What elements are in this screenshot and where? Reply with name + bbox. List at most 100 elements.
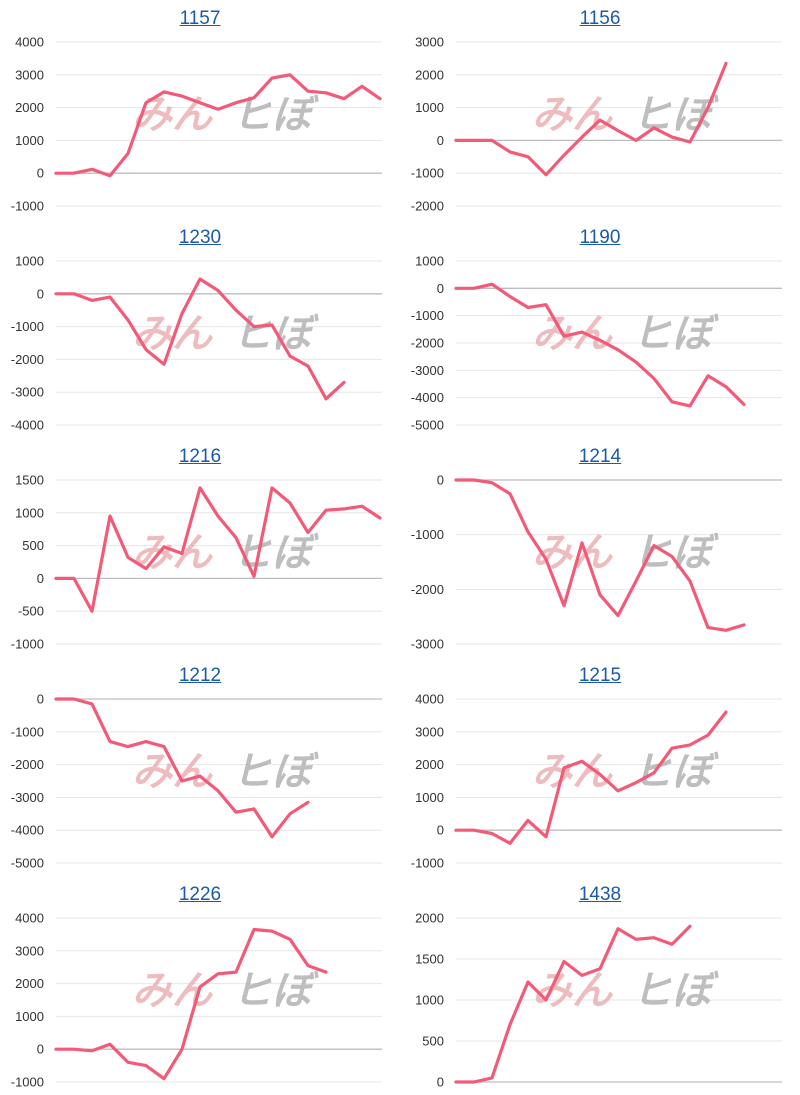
series-line: [454, 924, 692, 1084]
watermark-logo: みん ヒぼ: [132, 749, 319, 795]
series-line: [54, 486, 382, 613]
chart-panel-1216: 1216 -1000 -500 0 500 1000 1500 みん ヒぼ: [0, 438, 400, 657]
y-tick-label: 2000: [15, 976, 44, 991]
chart-panel-1156: 1156 -2000 -1000 0 1000 2000 3000 みん ヒぼ: [400, 0, 800, 219]
y-tick-label: 0: [37, 1042, 44, 1057]
svg-text:ヒぼ: ヒぼ: [632, 749, 719, 795]
chart-panel-1212: 1212 -5000 -4000 -3000 -2000 -1000 0 みん ヒぼ: [0, 657, 400, 876]
y-tick-label: -2000: [411, 199, 444, 214]
y-tick-label: 1000: [415, 993, 444, 1008]
series-line: [54, 697, 310, 839]
y-tick-label: 4000: [15, 35, 44, 50]
chart-panel-1438: 1438 0 500 1000 1500 2000 みん ヒぼ: [400, 876, 800, 1095]
y-tick-label: 2000: [15, 100, 44, 115]
chart-title-link[interactable]: 1215: [578, 665, 622, 686]
line-chart: -5000 -4000 -3000 -2000 -1000 0 1000 みん ヒぼ: [411, 254, 782, 433]
y-tick-label: 500: [22, 538, 44, 553]
y-tick-label: -1000: [11, 319, 44, 334]
y-tick-label: 1000: [15, 1009, 44, 1024]
chart-panel-1157: 1157 -1000 0 1000 2000 3000 4000 みん ヒぼ: [0, 0, 400, 219]
y-tick-label: -1000: [411, 856, 444, 871]
y-tick-label: 0: [437, 281, 444, 296]
y-tick-label: 0: [437, 133, 444, 148]
series-line: [454, 61, 728, 177]
line-chart: -4000 -3000 -2000 -1000 0 1000 みん ヒぼ: [11, 254, 382, 433]
y-tick-label: 1000: [415, 254, 444, 269]
svg-text:ヒぼ: ヒぼ: [232, 749, 319, 795]
y-tick-label: -1000: [11, 199, 44, 214]
chart-title-link[interactable]: 1216: [178, 446, 222, 467]
y-tick-label: -4000: [411, 390, 444, 405]
y-tick-label: -1000: [11, 1075, 44, 1090]
y-tick-label: 3000: [415, 35, 444, 50]
chart-title-link[interactable]: 1214: [578, 446, 622, 467]
chart-panel-1230: 1230 -4000 -3000 -2000 -1000 0 1000 みん ヒぼ: [0, 219, 400, 438]
chart-panel-1190: 1190 -5000 -4000 -3000 -2000 -1000 0 1000 みん ヒぼ: [400, 219, 800, 438]
y-tick-label: 2000: [415, 67, 444, 82]
y-tick-label: 0: [437, 1075, 444, 1090]
svg-text:ヒぼ: ヒぼ: [632, 968, 719, 1014]
svg-text:ヒぼ: ヒぼ: [632, 311, 719, 357]
y-tick-label: -1000: [11, 637, 44, 652]
y-tick-label: -3000: [411, 637, 444, 652]
watermark-logo: みん ヒぼ: [532, 311, 719, 357]
chart-panel-1214: 1214 -3000 -2000 -1000 0 みん ヒぼ: [400, 438, 800, 657]
y-tick-label: 3000: [15, 67, 44, 82]
y-tick-label: 500: [422, 1034, 444, 1049]
svg-text:みん: みん: [532, 749, 614, 795]
y-tick-label: -4000: [11, 823, 44, 838]
line-chart: -1000 -500 0 500 1000 1500 みん ヒぼ: [11, 473, 382, 652]
svg-text:ヒぼ: ヒぼ: [232, 968, 319, 1014]
y-tick-label: -5000: [411, 418, 444, 433]
chart-title-link[interactable]: 1226: [178, 884, 222, 905]
y-tick-label: 1000: [15, 133, 44, 148]
line-chart: -1000 0 1000 2000 3000 4000 みん ヒぼ: [11, 35, 382, 214]
y-tick-label: -3000: [411, 363, 444, 378]
svg-text:みん: みん: [132, 92, 214, 138]
line-chart: -1000 0 1000 2000 3000 4000 みん ヒぼ: [11, 911, 382, 1090]
y-tick-label: 4000: [415, 692, 444, 707]
y-tick-label: 2000: [415, 911, 444, 926]
watermark-logo: みん ヒぼ: [532, 749, 719, 795]
chart-title-link[interactable]: 1156: [579, 8, 621, 29]
svg-text:みん: みん: [532, 968, 614, 1014]
y-tick-label: -3000: [11, 790, 44, 805]
y-tick-label: 3000: [415, 724, 444, 739]
series-line: [54, 277, 346, 401]
chart-title-link[interactable]: 1212: [178, 665, 222, 686]
svg-text:みん: みん: [132, 968, 214, 1014]
line-chart: -3000 -2000 -1000 0 みん ヒぼ: [411, 473, 782, 652]
y-tick-label: 1500: [15, 473, 44, 488]
y-tick-label: -1000: [11, 724, 44, 739]
series-line: [454, 478, 746, 632]
y-tick-label: -2000: [411, 582, 444, 597]
y-tick-label: 2000: [415, 757, 444, 772]
y-tick-label: 0: [437, 473, 444, 488]
y-tick-label: 0: [37, 571, 44, 586]
chart-title-link[interactable]: 1230: [178, 227, 222, 248]
y-tick-label: -2000: [11, 352, 44, 367]
series-line: [54, 927, 328, 1081]
y-tick-label: 0: [37, 166, 44, 181]
svg-text:ヒぼ: ヒぼ: [232, 530, 319, 576]
svg-text:みん: みん: [132, 311, 214, 357]
y-tick-label: -2000: [411, 336, 444, 351]
line-chart: -2000 -1000 0 1000 2000 3000 みん ヒぼ: [411, 35, 782, 214]
chart-title-link[interactable]: 1157: [179, 8, 221, 29]
y-tick-label: 3000: [15, 943, 44, 958]
y-tick-label: 0: [437, 823, 444, 838]
chart-panel-1215: 1215 -1000 0 1000 2000 3000 4000 みん ヒぼ: [400, 657, 800, 876]
chart-title-link[interactable]: 1190: [579, 227, 621, 248]
chart-panel-1226: 1226 -1000 0 1000 2000 3000 4000 みん ヒぼ: [0, 876, 400, 1095]
watermark-logo: みん ヒぼ: [532, 530, 719, 576]
y-tick-label: -500: [18, 604, 44, 619]
line-chart: -1000 0 1000 2000 3000 4000 みん ヒぼ: [411, 692, 782, 871]
watermark-logo: みん ヒぼ: [132, 92, 319, 138]
y-tick-label: -1000: [411, 308, 444, 323]
y-tick-label: 1000: [15, 254, 44, 269]
svg-text:ヒぼ: ヒぼ: [632, 530, 719, 576]
line-chart: 0 500 1000 1500 2000 みん ヒぼ: [415, 911, 782, 1090]
chart-title-link[interactable]: 1438: [578, 884, 622, 905]
y-tick-label: -2000: [11, 757, 44, 772]
y-tick-label: 1000: [415, 790, 444, 805]
